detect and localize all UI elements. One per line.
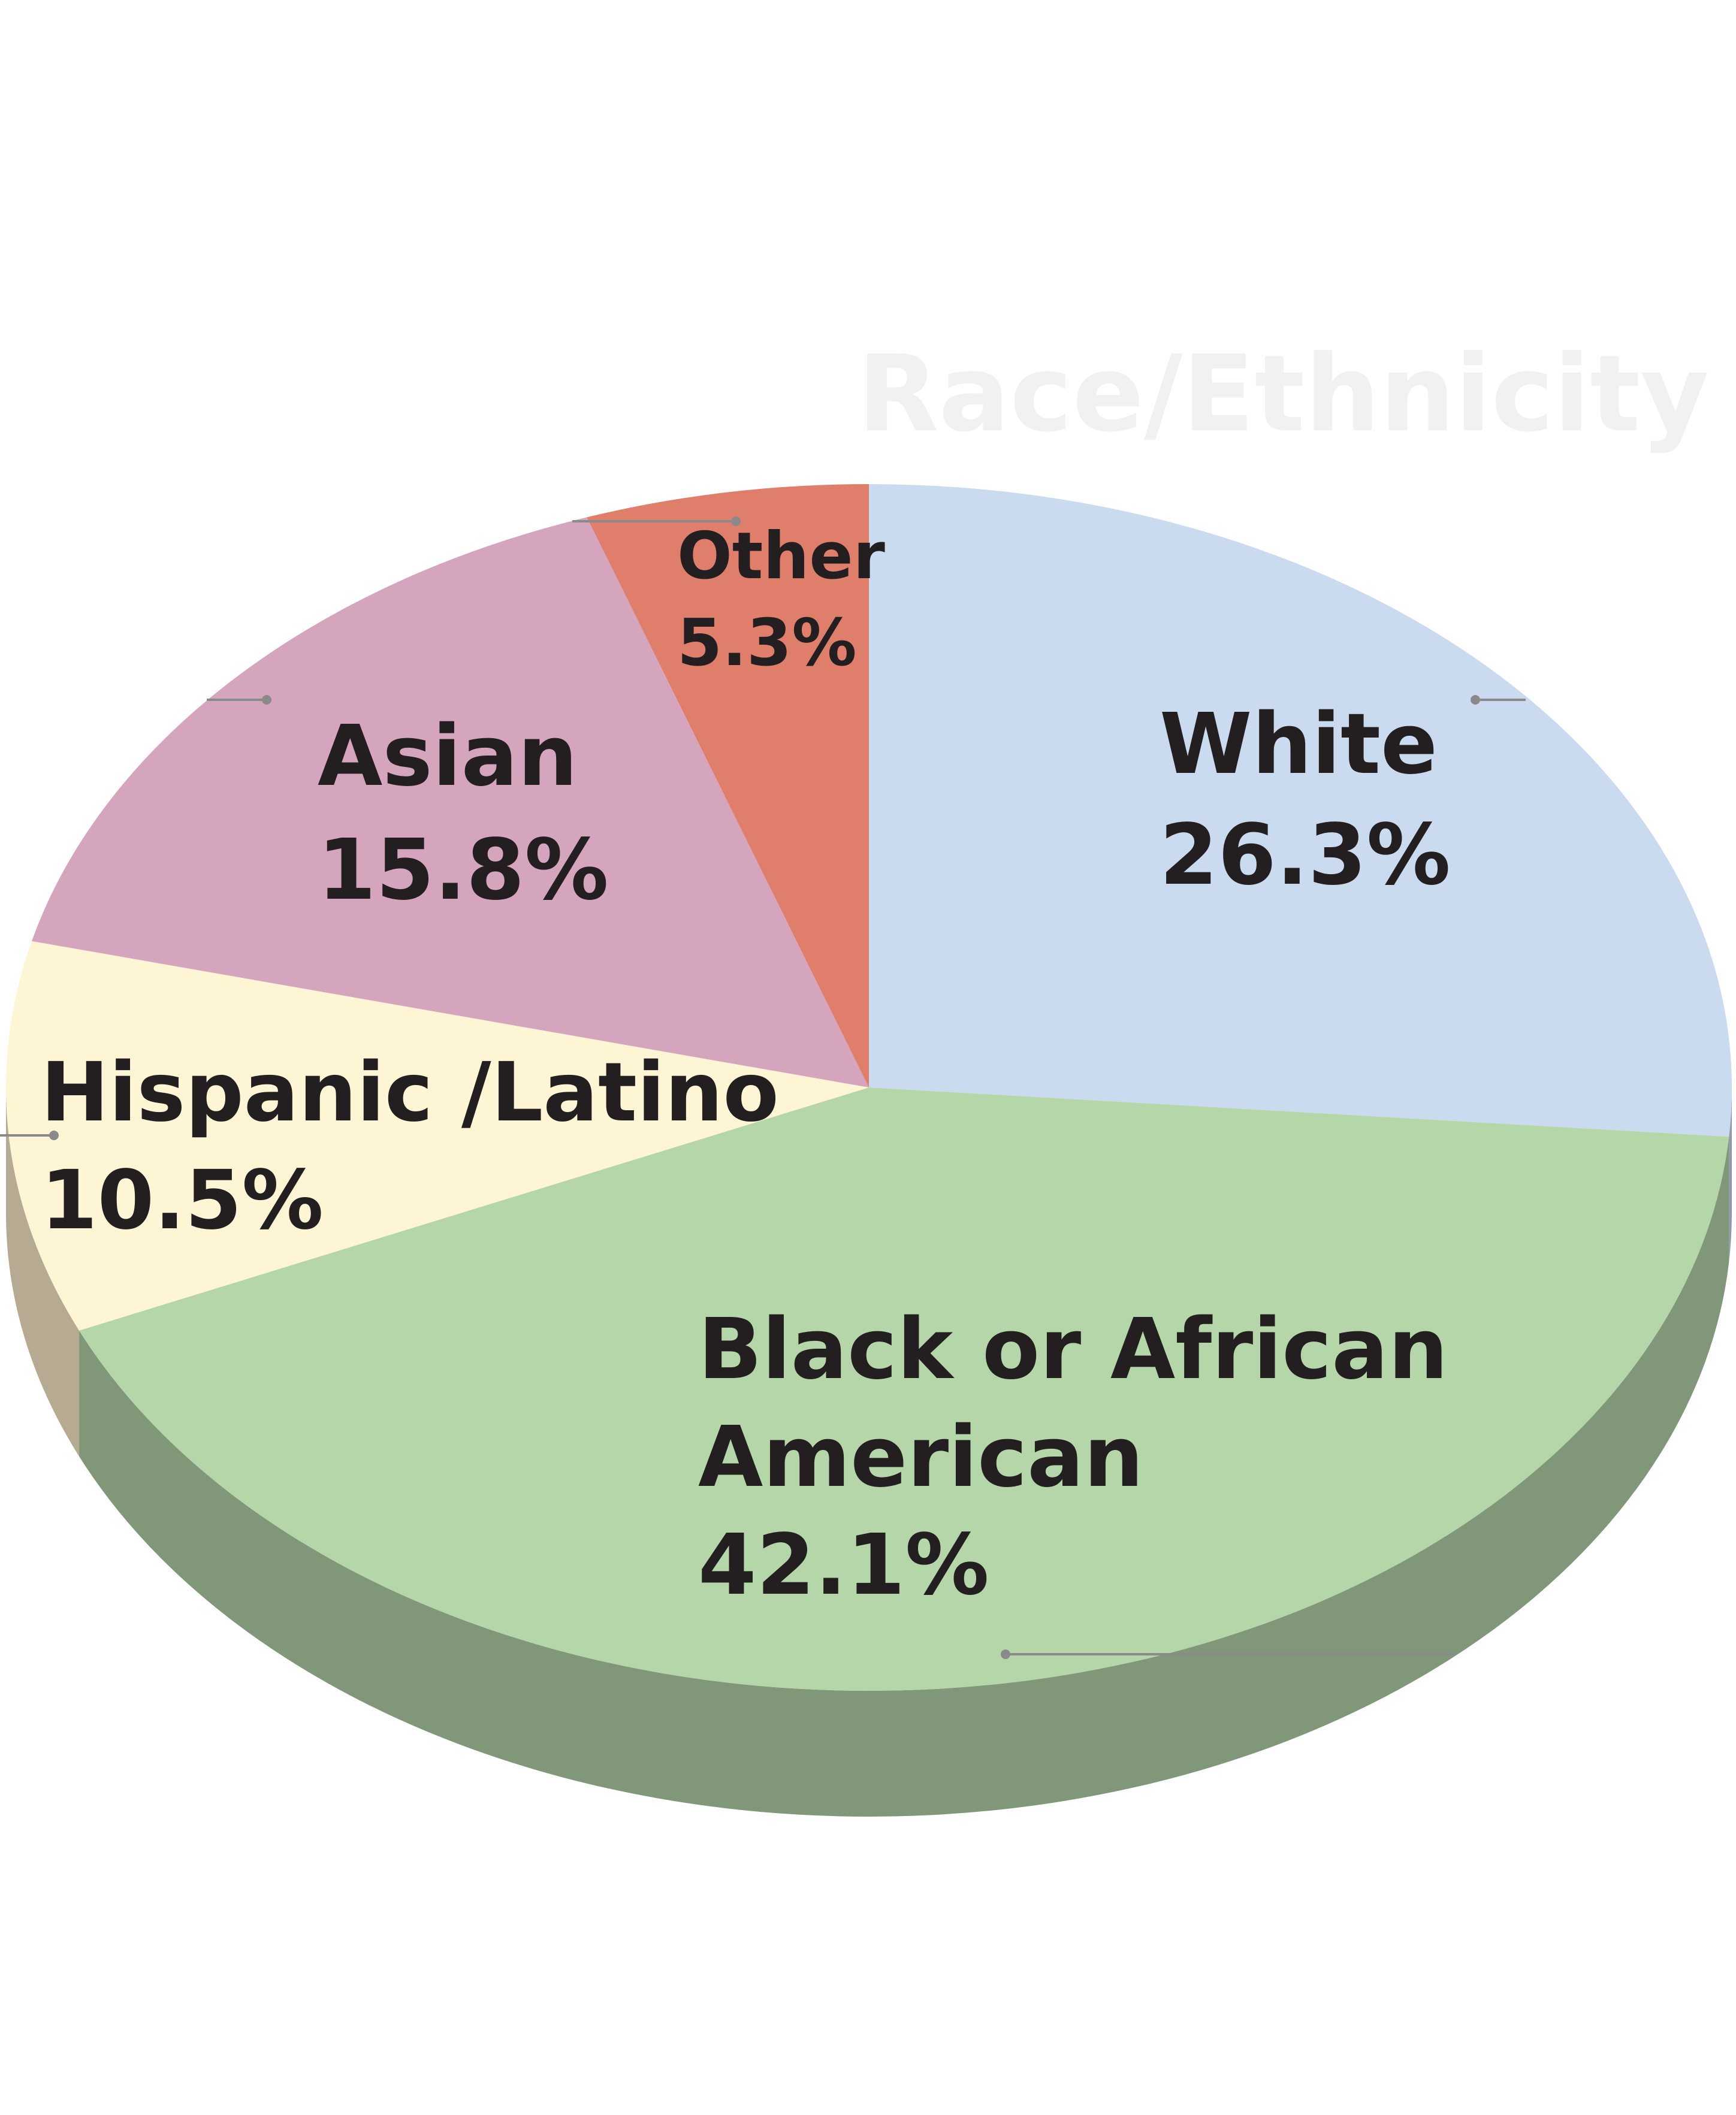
slice-value-label: 26.3% [1160,806,1451,904]
leader-dot [1471,695,1480,705]
chart-title: Race/Ethnicity [858,333,1709,455]
pie-slices [5,484,1732,1691]
data-label-white: White 26.3% [1160,696,1451,904]
slice-category-label: Other [677,519,885,594]
data-label-hispanic-latino: Hispanic /Latino 10.5% [41,1046,779,1248]
leader-dot [731,516,741,526]
pie-side-white [1729,1087,1732,1263]
pie-side-hispanic-latino [6,1087,80,1457]
slice-value-label: 5.3% [677,606,857,681]
pie-slice-black-or-african-american [79,1087,1729,1691]
data-label-asian: Asian 15.8% [318,708,609,919]
slice-value-label: 42.1% [698,1516,989,1614]
leader-dot [262,695,271,705]
pie-slice-hispanic-latino [5,941,869,1331]
slice-value-label: 15.8% [318,821,609,919]
slice-category-label: Black or African [698,1301,1448,1398]
leader-dot [49,1131,59,1140]
pie-slice-asian [32,517,869,1087]
leader-dot [1001,1649,1010,1659]
leader-lines [0,516,1526,1659]
data-label-other: Other 5.3% [677,519,885,681]
slice-category-label: Hispanic /Latino [41,1046,779,1140]
pie-slice-white [869,484,1732,1137]
slice-category-label: Asian [318,708,578,805]
pie-sides [6,1087,1732,1817]
data-labels: White 26.3% Black or African American 42.1% H… [41,519,1451,1614]
slice-value-label: 10.5% [41,1153,324,1248]
slice-category-label: American [698,1409,1143,1506]
pie-slice-other [587,484,869,1087]
slice-category-label: White [1160,696,1438,793]
data-label-black-or-african-american: Black or African American 42.1% [698,1301,1448,1614]
pie-side-black-or-african-american [79,1137,1729,1817]
